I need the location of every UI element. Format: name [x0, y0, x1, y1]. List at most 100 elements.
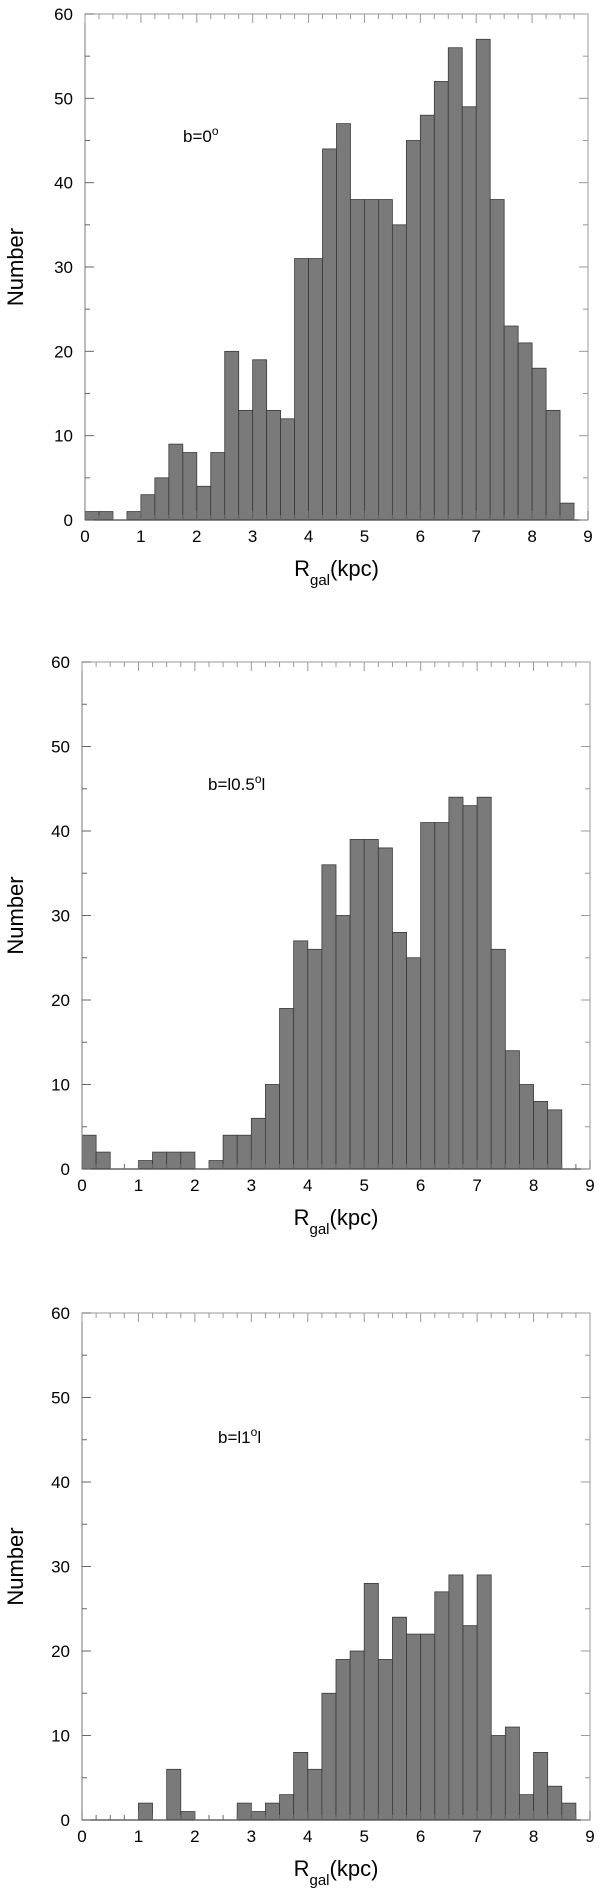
x-axis-title-sub: gal: [310, 572, 330, 589]
x-axis-title-main: R: [294, 1205, 310, 1230]
y-tick-label: 20: [51, 991, 70, 1010]
bar-29: [489, 199, 505, 521]
y-axis-title: Number: [3, 228, 28, 306]
bar-14: [280, 418, 295, 521]
x-axis-title: Rgal(kpc): [294, 556, 379, 589]
bar-22: [391, 224, 407, 521]
bar-1: [95, 1151, 111, 1170]
x-tick-label: 6: [416, 1827, 425, 1846]
bar-15: [293, 1752, 309, 1821]
bar-15: [293, 940, 309, 1170]
bar-32: [533, 1101, 549, 1170]
x-tick-label: 6: [416, 527, 425, 546]
bar-12: [252, 359, 268, 521]
bar-24: [419, 114, 435, 521]
annotation-value: 1: [241, 1428, 250, 1447]
x-tick-label: 1: [136, 527, 145, 546]
x-axis-title: Rgal(kpc): [294, 1205, 379, 1238]
bar-33: [547, 1785, 563, 1821]
bar-4: [138, 1160, 153, 1170]
y-tick-label: 50: [51, 1389, 70, 1408]
x-tick-label: 1: [134, 1827, 143, 1846]
annotation-degree: o: [251, 1425, 258, 1439]
annotation-suffix: l: [262, 775, 266, 794]
bar-6: [166, 1151, 182, 1170]
x-tick-label: 1: [134, 1176, 143, 1195]
y-tick-label: 60: [51, 1304, 70, 1323]
bar-4: [138, 1802, 153, 1821]
bar-7: [182, 452, 198, 521]
y-tick-label: 10: [51, 1727, 70, 1746]
bar-14: [279, 1794, 295, 1821]
bar-20: [364, 199, 379, 521]
bar-27: [462, 805, 478, 1170]
bar-11: [238, 409, 254, 521]
bar-27: [461, 106, 477, 521]
bar-11: [236, 1802, 252, 1821]
x-tick-label: 3: [248, 527, 257, 546]
bar-11: [236, 1134, 252, 1170]
y-tick-label: 10: [54, 427, 73, 446]
bar-28: [476, 796, 492, 1170]
bar-34: [561, 1802, 577, 1821]
bar-34: [559, 502, 575, 521]
bar-24: [420, 822, 436, 1170]
bar-25: [434, 822, 450, 1170]
y-tick-label: 40: [54, 174, 73, 193]
x-tick-label: 4: [303, 1827, 312, 1846]
bar-16: [307, 948, 323, 1170]
bar-26: [448, 796, 464, 1170]
annotation-degree: o: [255, 772, 262, 786]
x-tick-label: 9: [585, 1827, 594, 1846]
bar-29: [490, 948, 506, 1170]
x-axis-title-unit: (kpc): [330, 1205, 379, 1230]
bar-29: [490, 1735, 506, 1821]
bar-15: [294, 258, 309, 521]
x-axis-title-main: R: [294, 1856, 310, 1881]
bar-17: [321, 1692, 337, 1821]
y-tick-label: 60: [54, 5, 73, 24]
bar-22: [392, 1616, 407, 1821]
y-tick-label: 30: [51, 907, 70, 926]
bar-22: [392, 932, 407, 1170]
x-tick-label: 0: [80, 527, 89, 546]
bar-7: [180, 1811, 196, 1821]
y-axis-title: Number: [3, 1527, 28, 1605]
bar-30: [504, 1726, 520, 1821]
bar-18: [335, 915, 351, 1170]
bar-10: [224, 350, 240, 521]
x-tick-label: 3: [247, 1827, 256, 1846]
bar-18: [336, 123, 351, 521]
bar-20: [363, 1583, 379, 1821]
bar-0: [81, 1134, 97, 1170]
x-tick-label: 8: [529, 1176, 538, 1195]
y-tick-label: 40: [51, 822, 70, 841]
bar-19: [349, 1650, 365, 1821]
annotation-prefix: b=l: [208, 775, 231, 794]
bar-5: [152, 1151, 168, 1170]
x-axis-title-unit: (kpc): [330, 556, 379, 581]
bar-19: [349, 839, 365, 1170]
y-tick-label: 60: [51, 653, 70, 672]
x-tick-label: 6: [416, 1176, 425, 1195]
bar-32: [533, 1752, 549, 1821]
bar-8: [196, 485, 212, 521]
x-tick-label: 5: [359, 1827, 368, 1846]
y-tick-label: 40: [51, 1473, 70, 1492]
x-tick-label: 4: [304, 527, 313, 546]
bar-19: [350, 199, 365, 521]
bar-24: [420, 1633, 436, 1821]
bar-10: [222, 1134, 238, 1170]
bar-23: [405, 140, 421, 521]
latitude-annotation: b=l0.5ol: [208, 772, 265, 794]
bar-12: [250, 1117, 266, 1170]
x-tick-label: 2: [190, 1827, 199, 1846]
histogram-panel-b05: 0 1 2 3 4 5 6 7 8 9 0 10 20 30 40 50 60 Rgal(kpc) Number b=…: [3, 653, 595, 1238]
latitude-annotation: b=l1ol: [218, 1425, 261, 1447]
bar-27: [462, 1625, 478, 1821]
x-tick-label: 5: [359, 1176, 368, 1195]
y-tick-label: 50: [51, 738, 70, 757]
x-tick-label: 8: [529, 1827, 538, 1846]
y-tick-label: 10: [51, 1076, 70, 1095]
y-tick-label: 0: [61, 1160, 70, 1179]
